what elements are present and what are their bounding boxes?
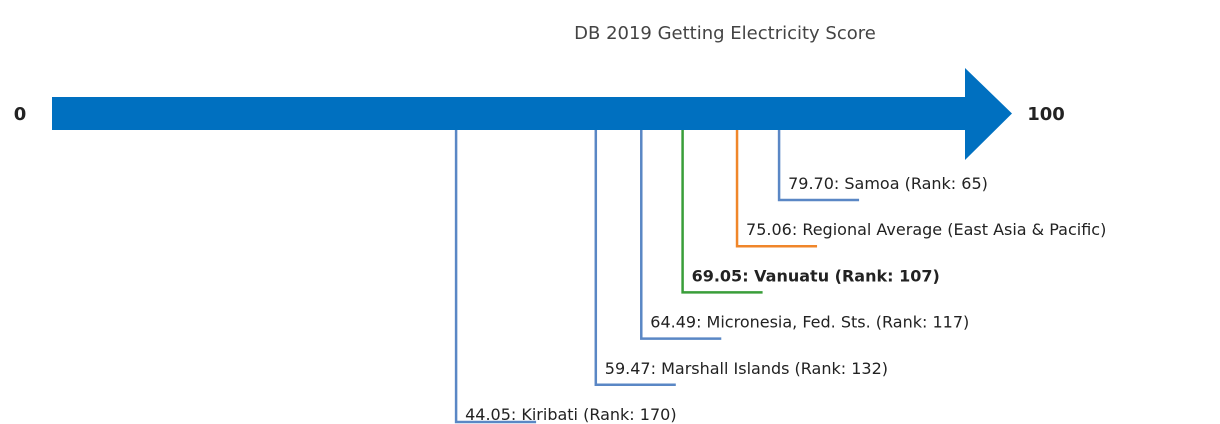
value-label: 44.05: Kiribati (Rank: 170) [465,405,676,424]
value-label: 59.47: Marshall Islands (Rank: 132) [605,359,888,378]
value-label: 69.05: Vanuatu (Rank: 107) [692,266,940,285]
x-tick-label: 100 [1027,104,1065,125]
chart-title: DB 2019 Getting Electricity Score [574,23,876,44]
marker-line [777,130,860,202]
value-label: 79.70: Samoa (Rank: 65) [788,174,988,193]
x-tick-label: 0 [14,104,27,125]
value-label: 64.49: Micronesia, Fed. Sts. (Rank: 117) [650,313,969,332]
marker-line [640,130,722,340]
axis-arrow [52,68,1012,160]
value-label: 75.06: Regional Average (East Asia & Pac… [746,220,1106,239]
marker-line [594,130,676,387]
marker-line [681,130,763,294]
marker-line [735,130,818,248]
marker-line [454,130,537,424]
